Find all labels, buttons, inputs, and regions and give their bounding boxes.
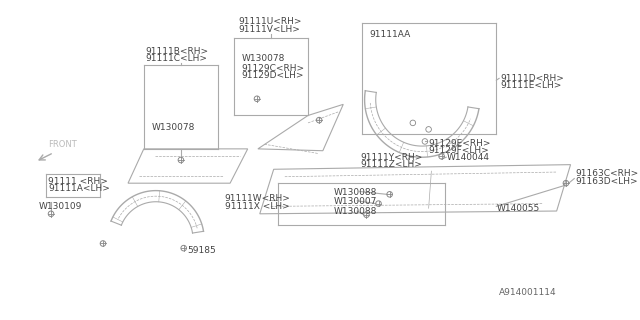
Text: 91111A<LH>: 91111A<LH> (48, 184, 110, 193)
Text: W130078: W130078 (241, 54, 285, 63)
Text: W130088: W130088 (334, 188, 378, 197)
Text: 91129E<RH>: 91129E<RH> (429, 139, 491, 148)
Text: 91111 <RH>: 91111 <RH> (48, 177, 108, 186)
Text: 91163D<LH>: 91163D<LH> (575, 177, 638, 186)
Text: W130007: W130007 (334, 197, 378, 206)
Text: A914001114: A914001114 (499, 288, 557, 297)
Text: W130088: W130088 (334, 207, 378, 216)
Text: 91111Y<RH>: 91111Y<RH> (360, 153, 422, 162)
Text: W140055: W140055 (497, 204, 540, 212)
Text: 59185: 59185 (188, 246, 216, 255)
Text: W140044: W140044 (446, 153, 489, 162)
Text: 91129C<RH>: 91129C<RH> (241, 63, 305, 73)
Text: W130078: W130078 (151, 123, 195, 132)
Text: 91111W<RH>: 91111W<RH> (225, 194, 291, 203)
Text: 91111Z<LH>: 91111Z<LH> (360, 160, 422, 169)
Text: 91111B<RH>: 91111B<RH> (146, 47, 209, 56)
Text: FRONT: FRONT (48, 140, 77, 149)
Text: 91163C<RH>: 91163C<RH> (575, 169, 639, 178)
Text: 91129F<LH>: 91129F<LH> (429, 146, 490, 155)
Text: 91111U<RH>: 91111U<RH> (239, 17, 302, 27)
Text: 91129D<LH>: 91129D<LH> (241, 71, 304, 80)
Text: 91111E<LH>: 91111E<LH> (500, 81, 561, 90)
Text: 91111V<LH>: 91111V<LH> (239, 25, 300, 34)
Text: W130109: W130109 (39, 202, 83, 211)
Text: 91111D<RH>: 91111D<RH> (500, 74, 564, 83)
Text: 91111AA: 91111AA (369, 30, 410, 39)
Text: 91111X <LH>: 91111X <LH> (225, 202, 289, 211)
Text: 91111C<LH>: 91111C<LH> (146, 53, 207, 63)
